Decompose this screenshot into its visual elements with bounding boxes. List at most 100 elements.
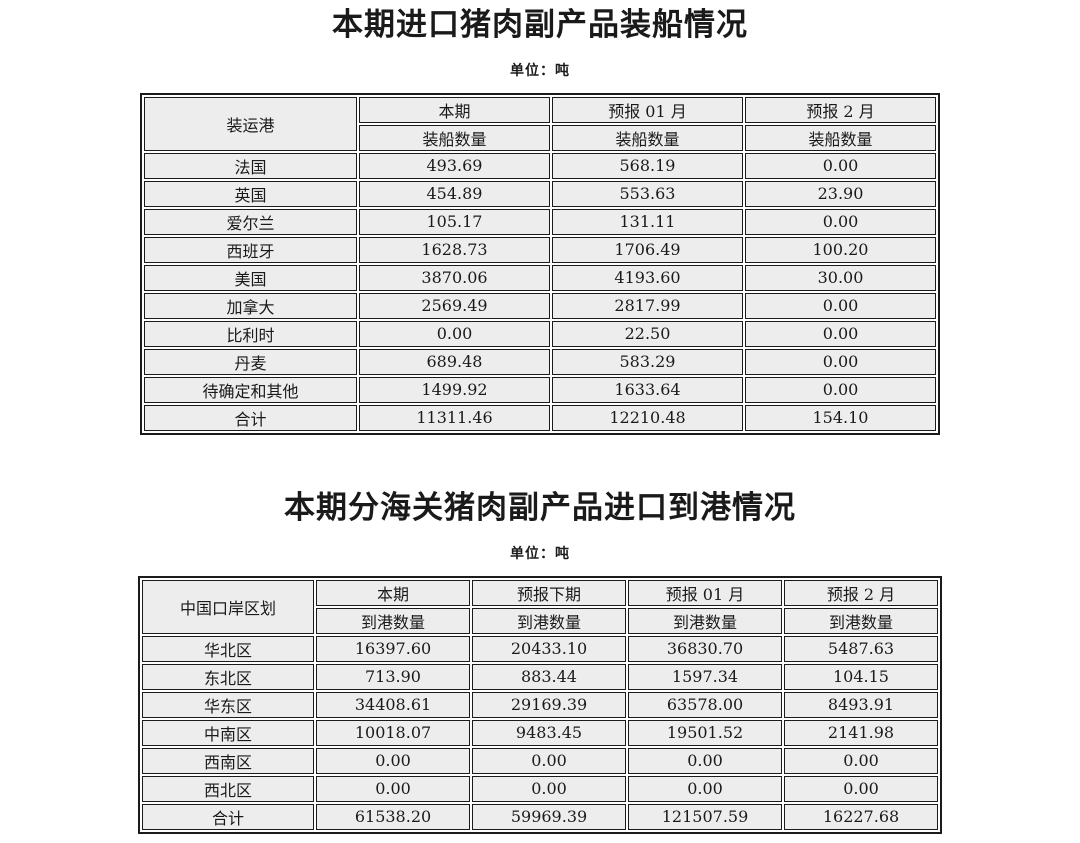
customs-region-header: 中国口岸区划 bbox=[142, 579, 314, 634]
arrival-table-title: 本期分海关猪肉副产品进口到港情况 bbox=[284, 489, 796, 526]
cell-value: 0.00 bbox=[359, 320, 550, 347]
cell-value: 63578.00 bbox=[628, 691, 782, 718]
cell-value: 689.48 bbox=[359, 348, 550, 375]
cell-value: 0.00 bbox=[745, 376, 936, 403]
table-subheader-row: 到港数量 到港数量 到港数量 到港数量 bbox=[142, 607, 938, 634]
cell-value: 22.50 bbox=[552, 320, 743, 347]
row-label: 加拿大 bbox=[144, 292, 357, 319]
row-label: 英国 bbox=[144, 180, 357, 207]
col-group-forecast-next: 预报下期 bbox=[472, 579, 626, 606]
cell-value: 105.17 bbox=[359, 208, 550, 235]
row-label: 华东区 bbox=[142, 691, 314, 718]
shipment-table-title: 本期进口猪肉副产品装船情况 bbox=[332, 7, 748, 43]
table-row: 法国 493.69 568.19 0.00 bbox=[144, 152, 936, 179]
table-row: 比利时 0.00 22.50 0.00 bbox=[144, 320, 936, 347]
cell-value: 583.29 bbox=[552, 348, 743, 375]
cell-value: 0.00 bbox=[745, 348, 936, 375]
row-label: 待确定和其他 bbox=[144, 376, 357, 403]
table-row: 西南区 0.00 0.00 0.00 0.00 bbox=[142, 747, 938, 774]
col-group-forecast-feb: 预报 2 月 bbox=[745, 96, 936, 123]
subheader-arrival-qty: 到港数量 bbox=[784, 607, 938, 634]
cell-value: 121507.59 bbox=[628, 803, 782, 830]
cell-value: 131.11 bbox=[552, 208, 743, 235]
cell-value: 1633.64 bbox=[552, 376, 743, 403]
table-row: 华北区 16397.60 20433.10 36830.70 5487.63 bbox=[142, 635, 938, 662]
cell-value: 0.00 bbox=[316, 747, 470, 774]
cell-value: 20433.10 bbox=[472, 635, 626, 662]
cell-value: 0.00 bbox=[784, 775, 938, 802]
row-label-total: 合计 bbox=[144, 404, 357, 431]
cell-value: 1499.92 bbox=[359, 376, 550, 403]
table-row: 西北区 0.00 0.00 0.00 0.00 bbox=[142, 775, 938, 802]
row-label: 西北区 bbox=[142, 775, 314, 802]
shipment-unit-label: 单位：吨 bbox=[510, 62, 570, 79]
table-header-row: 装运港 本期 预报 01 月 预报 2 月 bbox=[144, 96, 936, 151]
table-row: 美国 3870.06 4193.60 30.00 bbox=[144, 264, 936, 291]
table-row: 东北区 713.90 883.44 1597.34 104.15 bbox=[142, 663, 938, 690]
cell-value: 2569.49 bbox=[359, 292, 550, 319]
col-group-forecast-jan: 预报 01 月 bbox=[552, 96, 743, 123]
table-subheader-row: 装船数量 装船数量 装船数量 bbox=[144, 124, 936, 151]
cell-value: 883.44 bbox=[472, 663, 626, 690]
table-row: 中南区 10018.07 9483.45 19501.52 2141.98 bbox=[142, 719, 938, 746]
row-label: 东北区 bbox=[142, 663, 314, 690]
cell-value: 1628.73 bbox=[359, 236, 550, 263]
row-label: 法国 bbox=[144, 152, 357, 179]
row-label-total: 合计 bbox=[142, 803, 314, 830]
cell-value: 4193.60 bbox=[552, 264, 743, 291]
table-row: 丹麦 689.48 583.29 0.00 bbox=[144, 348, 936, 375]
subheader-shipment-qty: 装船数量 bbox=[745, 124, 936, 151]
row-label: 爱尔兰 bbox=[144, 208, 357, 235]
cell-value: 10018.07 bbox=[316, 719, 470, 746]
row-label: 西南区 bbox=[142, 747, 314, 774]
cell-value: 0.00 bbox=[316, 775, 470, 802]
shipment-section: 本期进口猪肉副产品装船情况 单位：吨 装运港 本期 预报 01 月 预报 2 月… bbox=[140, 7, 940, 435]
row-label: 比利时 bbox=[144, 320, 357, 347]
cell-value: 0.00 bbox=[745, 152, 936, 179]
cell-value: 493.69 bbox=[359, 152, 550, 179]
col-group-current: 本期 bbox=[359, 96, 550, 123]
cell-value: 8493.91 bbox=[784, 691, 938, 718]
cell-value: 3870.06 bbox=[359, 264, 550, 291]
row-label: 美国 bbox=[144, 264, 357, 291]
table-row: 西班牙 1628.73 1706.49 100.20 bbox=[144, 236, 936, 263]
cell-value: 9483.45 bbox=[472, 719, 626, 746]
cell-value: 568.19 bbox=[552, 152, 743, 179]
cell-value: 0.00 bbox=[745, 208, 936, 235]
table-row: 英国 454.89 553.63 23.90 bbox=[144, 180, 936, 207]
col-group-forecast-jan: 预报 01 月 bbox=[628, 579, 782, 606]
arrival-table: 中国口岸区划 本期 预报下期 预报 01 月 预报 2 月 到港数量 到港数量 … bbox=[138, 575, 942, 834]
table-total-row: 合计 11311.46 12210.48 154.10 bbox=[144, 404, 936, 431]
cell-value: 59969.39 bbox=[472, 803, 626, 830]
cell-value: 104.15 bbox=[784, 663, 938, 690]
shipment-table: 装运港 本期 预报 01 月 预报 2 月 装船数量 装船数量 装船数量 法国 … bbox=[140, 92, 940, 435]
cell-value: 23.90 bbox=[745, 180, 936, 207]
col-group-forecast-feb: 预报 2 月 bbox=[784, 579, 938, 606]
cell-value: 5487.63 bbox=[784, 635, 938, 662]
cell-value: 30.00 bbox=[745, 264, 936, 291]
cell-value: 29169.39 bbox=[472, 691, 626, 718]
cell-value: 0.00 bbox=[745, 320, 936, 347]
cell-value: 713.90 bbox=[316, 663, 470, 690]
cell-value: 2141.98 bbox=[784, 719, 938, 746]
table-header-row: 中国口岸区划 本期 预报下期 预报 01 月 预报 2 月 bbox=[142, 579, 938, 634]
arrival-section: 本期分海关猪肉副产品进口到港情况 单位：吨 中国口岸区划 本期 预报下期 预报 … bbox=[0, 489, 1080, 834]
cell-value: 0.00 bbox=[472, 747, 626, 774]
cell-value: 0.00 bbox=[628, 775, 782, 802]
cell-value: 61538.20 bbox=[316, 803, 470, 830]
row-label: 西班牙 bbox=[144, 236, 357, 263]
row-label: 华北区 bbox=[142, 635, 314, 662]
table-row: 待确定和其他 1499.92 1633.64 0.00 bbox=[144, 376, 936, 403]
subheader-arrival-qty: 到港数量 bbox=[316, 607, 470, 634]
subheader-arrival-qty: 到港数量 bbox=[472, 607, 626, 634]
cell-value: 0.00 bbox=[745, 292, 936, 319]
table-row: 爱尔兰 105.17 131.11 0.00 bbox=[144, 208, 936, 235]
cell-value: 16227.68 bbox=[784, 803, 938, 830]
cell-value: 12210.48 bbox=[552, 404, 743, 431]
cell-value: 0.00 bbox=[628, 747, 782, 774]
subheader-arrival-qty: 到港数量 bbox=[628, 607, 782, 634]
arrival-unit-label: 单位：吨 bbox=[510, 545, 570, 562]
cell-value: 36830.70 bbox=[628, 635, 782, 662]
cell-value: 100.20 bbox=[745, 236, 936, 263]
cell-value: 154.10 bbox=[745, 404, 936, 431]
